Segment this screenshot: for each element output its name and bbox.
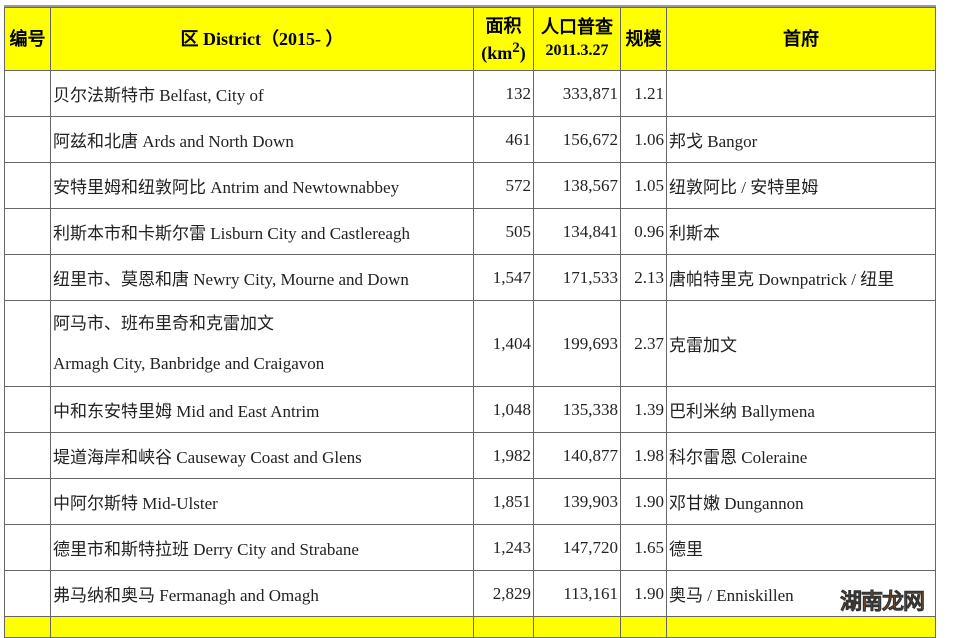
population-cell: 156,672 <box>533 116 621 163</box>
table-row: 阿兹和北唐 Ards and North Down 461 156,672 1.… <box>4 116 936 163</box>
header-num: 编号 <box>4 7 51 71</box>
area-cell: 1,851 <box>473 478 534 525</box>
table-row: 贝尔法斯特市 Belfast, City of 132 333,871 1.21 <box>4 70 936 117</box>
scale-cell: 1.90 <box>620 478 667 525</box>
table-row: 弗马纳和奥马 Fermanagh and Omagh 2,829 113,161… <box>4 570 936 617</box>
capital-cell: 奥马 / Enniskillen <box>666 570 936 617</box>
area-cell: 572 <box>473 162 534 209</box>
scale-cell: 1.90 <box>620 570 667 617</box>
scale-cell: 0.96 <box>620 208 667 255</box>
population-cell: 139,903 <box>533 478 621 525</box>
area-cell: 461 <box>473 116 534 163</box>
header-district: 区 District（2015- ） <box>50 7 474 71</box>
district-cell: 德里市和斯特拉班 Derry City and Strabane <box>50 524 474 571</box>
footer-row <box>4 616 936 638</box>
table-row: 利斯本市和卡斯尔雷 Lisburn City and Castlereagh 5… <box>4 208 936 255</box>
num-cell <box>4 162 51 209</box>
area-cell: 505 <box>473 208 534 255</box>
district-cell: 安特里姆和纽敦阿比 Antrim and Newtownabbey <box>50 162 474 209</box>
capital-cell: 纽敦阿比 / 安特里姆 <box>666 162 936 209</box>
capital-cell: 邓甘嫩 Dungannon <box>666 478 936 525</box>
districts-table: 编号 区 District（2015- ） 面积 (km2) 人口普查 2011.3… <box>4 7 936 638</box>
population-cell: 147,720 <box>533 524 621 571</box>
capital-cell: 德里 <box>666 524 936 571</box>
district-cell: 堤道海岸和峡谷 Causeway Coast and Glens <box>50 432 474 479</box>
population-cell: 113,161 <box>533 570 621 617</box>
header-capital: 首府 <box>666 7 936 71</box>
capital-cell <box>666 70 936 117</box>
district-cell: 中阿尔斯特 Mid-Ulster <box>50 478 474 525</box>
table-row: 中和东安特里姆 Mid and East Antrim 1,048 135,33… <box>4 386 936 433</box>
area-cell: 1,243 <box>473 524 534 571</box>
num-cell <box>4 70 51 117</box>
district-cell: 阿马市、班布里奇和克雷加文 Armagh City, Banbridge and … <box>50 300 474 387</box>
population-cell: 171,533 <box>533 254 621 301</box>
population-cell: 333,871 <box>533 70 621 117</box>
area-cell: 1,982 <box>473 432 534 479</box>
num-cell <box>4 432 51 479</box>
watermark-logo: 湖南龙网 <box>840 590 926 616</box>
table-row: 中阿尔斯特 Mid-Ulster 1,851 139,903 1.90 邓甘嫩 … <box>4 478 936 525</box>
scale-cell: 1.39 <box>620 386 667 433</box>
table-row: 阿马市、班布里奇和克雷加文 Armagh City, Banbridge and … <box>4 300 936 387</box>
scale-cell: 2.37 <box>620 300 667 387</box>
population-cell: 138,567 <box>533 162 621 209</box>
num-cell <box>4 300 51 387</box>
population-cell: 135,338 <box>533 386 621 433</box>
scale-cell: 1.98 <box>620 432 667 479</box>
header-area: 面积 (km2) <box>473 7 534 71</box>
num-cell <box>4 570 51 617</box>
num-cell <box>4 254 51 301</box>
area-cell: 132 <box>473 70 534 117</box>
capital-cell: 唐帕特里克 Downpatrick / 纽里 <box>666 254 936 301</box>
num-cell <box>4 208 51 255</box>
area-cell: 2,829 <box>473 570 534 617</box>
district-cell: 中和东安特里姆 Mid and East Antrim <box>50 386 474 433</box>
population-cell: 140,877 <box>533 432 621 479</box>
district-cell: 纽里市、莫恩和唐 Newry City, Mourne and Down <box>50 254 474 301</box>
scale-cell: 1.65 <box>620 524 667 571</box>
scale-cell: 2.13 <box>620 254 667 301</box>
capital-cell: 利斯本 <box>666 208 936 255</box>
district-cell: 弗马纳和奥马 Fermanagh and Omagh <box>50 570 474 617</box>
district-cell: 贝尔法斯特市 Belfast, City of <box>50 70 474 117</box>
capital-cell: 邦戈 Bangor <box>666 116 936 163</box>
num-cell <box>4 116 51 163</box>
header-scale: 规模 <box>620 7 667 71</box>
population-cell: 134,841 <box>533 208 621 255</box>
table-row: 德里市和斯特拉班 Derry City and Strabane 1,243 1… <box>4 524 936 571</box>
table-row: 安特里姆和纽敦阿比 Antrim and Newtownabbey 572 13… <box>4 162 936 209</box>
district-cell: 利斯本市和卡斯尔雷 Lisburn City and Castlereagh <box>50 208 474 255</box>
scale-cell: 1.05 <box>620 162 667 209</box>
table-row: 纽里市、莫恩和唐 Newry City, Mourne and Down 1,5… <box>4 254 936 301</box>
capital-cell: 克雷加文 <box>666 300 936 387</box>
area-cell: 1,547 <box>473 254 534 301</box>
num-cell <box>4 478 51 525</box>
num-cell <box>4 524 51 571</box>
top-rule <box>4 5 936 7</box>
capital-cell: 科尔雷恩 Coleraine <box>666 432 936 479</box>
area-cell: 1,048 <box>473 386 534 433</box>
num-cell <box>4 386 51 433</box>
scale-cell: 1.21 <box>620 70 667 117</box>
header-population: 人口普查 2011.3.27 <box>533 7 621 71</box>
capital-cell: 巴利米纳 Ballymena <box>666 386 936 433</box>
table-row: 堤道海岸和峡谷 Causeway Coast and Glens 1,982 1… <box>4 432 936 479</box>
area-cell: 1,404 <box>473 300 534 387</box>
header-row: 编号 区 District（2015- ） 面积 (km2) 人口普查 2011.3… <box>4 7 936 71</box>
district-cell: 阿兹和北唐 Ards and North Down <box>50 116 474 163</box>
population-cell: 199,693 <box>533 300 621 387</box>
scale-cell: 1.06 <box>620 116 667 163</box>
